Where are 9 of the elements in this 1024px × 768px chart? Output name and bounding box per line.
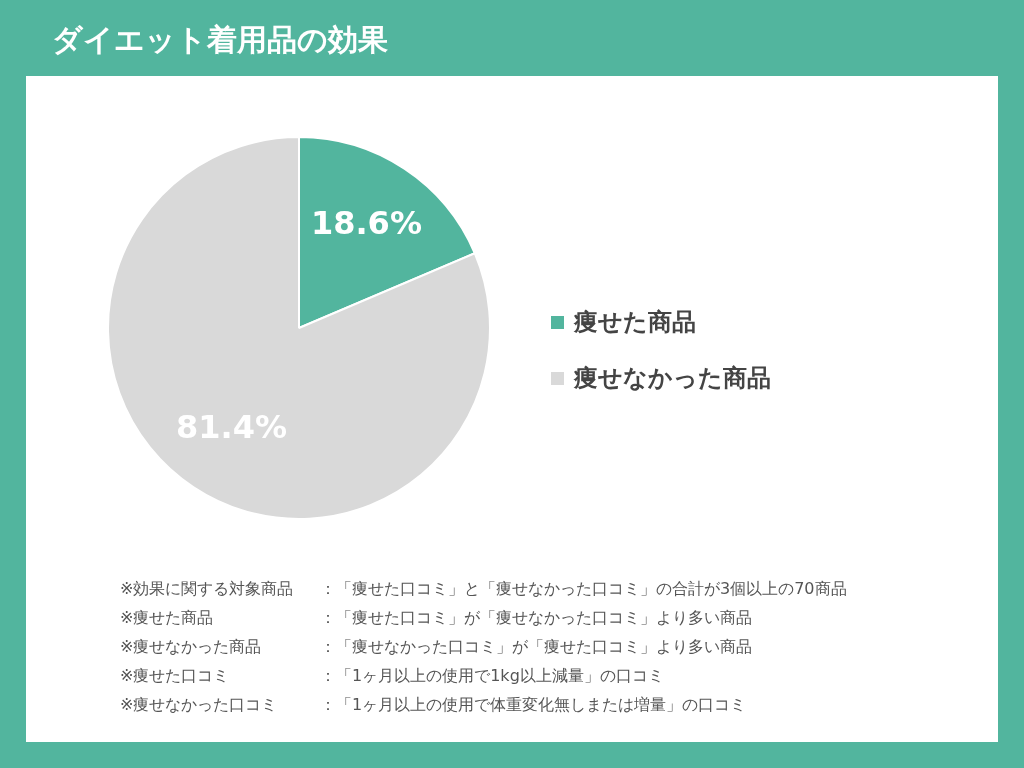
text: ※痩せなかった口コミ：「1ヶ月以上の使用で体重変化無しまたは増量」の口コミ [120, 695, 747, 714]
text: ※痩せた商品：「痩せた口コミ」が「痩せなかった口コミ」より多い商品 [120, 608, 752, 627]
legend-label: 痩せた商品 [574, 307, 696, 338]
legend-label: 痩せなかった商品 [574, 363, 771, 394]
text: ※痩せた口コミ：「1ヶ月以上の使用で1kg以上減量」の口コミ [120, 666, 664, 685]
text: ※痩せなかった商品：「痩せなかった口コミ」が「痩せた口コミ」より多い商品 [120, 637, 752, 656]
text: ※効果に関する対象商品：「痩せた口コミ」と「痩せなかった口コミ」の合計が3個以上の70商品 [120, 579, 847, 598]
chart-title: ダイエット着用品の効果 [52, 21, 388, 59]
data-label: 18.6% [310, 204, 422, 243]
